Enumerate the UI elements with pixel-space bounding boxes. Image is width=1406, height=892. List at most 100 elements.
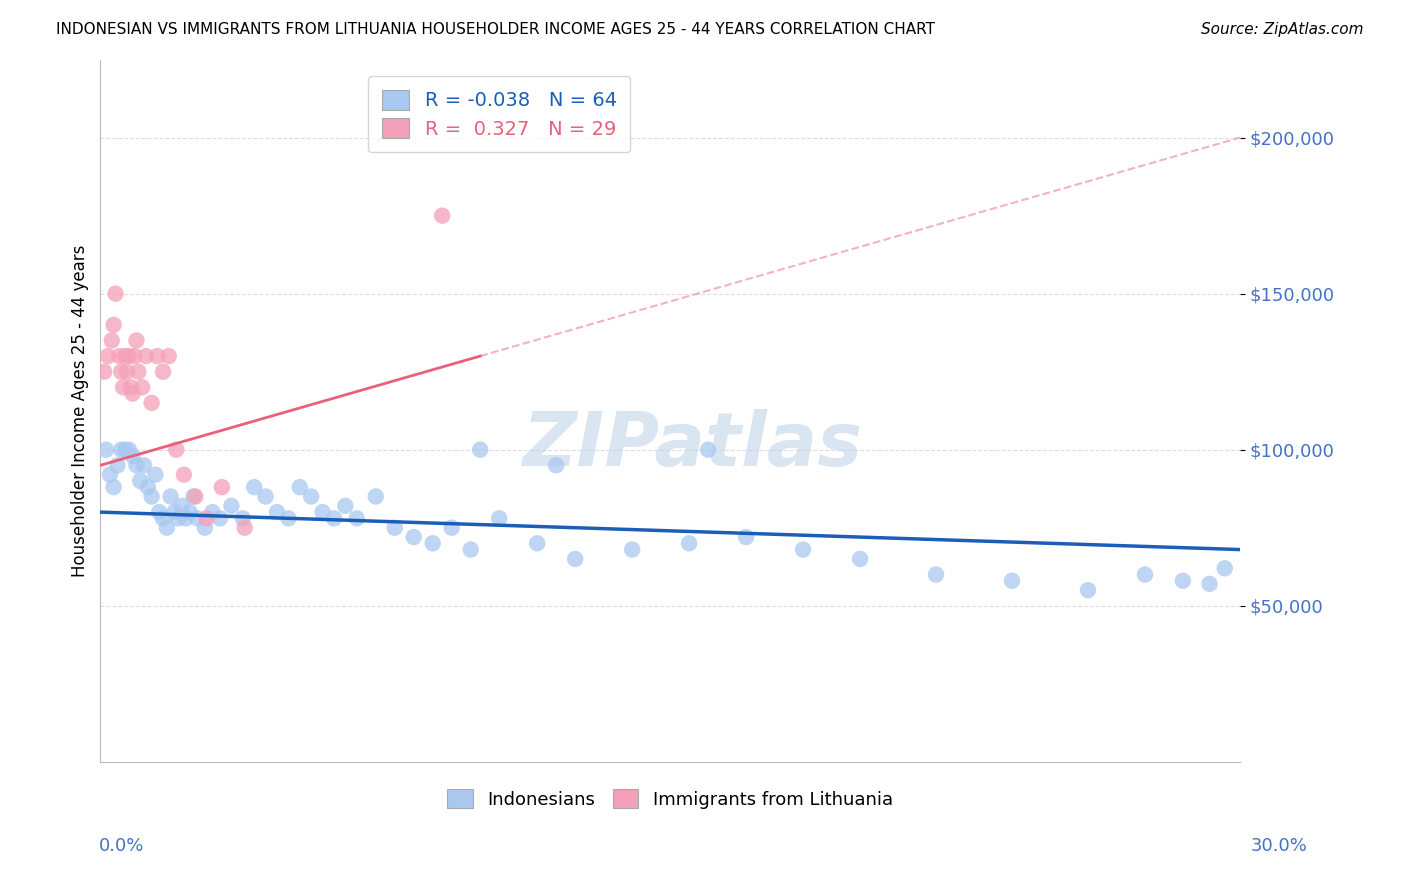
Point	[129, 474, 152, 488]
Point	[243, 480, 266, 494]
Point	[849, 552, 872, 566]
Point	[179, 505, 201, 519]
Text: Source: ZipAtlas.com: Source: ZipAtlas.com	[1201, 22, 1364, 37]
Point	[195, 511, 218, 525]
Point	[103, 318, 125, 332]
Point	[184, 490, 207, 504]
Point	[93, 365, 115, 379]
Point	[311, 505, 333, 519]
Point	[488, 511, 510, 525]
Point	[1198, 577, 1220, 591]
Point	[94, 442, 117, 457]
Point	[925, 567, 948, 582]
Point	[299, 490, 322, 504]
Point	[103, 480, 125, 494]
Point	[156, 521, 179, 535]
Point	[186, 511, 208, 525]
Point	[167, 511, 190, 525]
Point	[174, 511, 197, 525]
Point	[114, 349, 136, 363]
Point	[125, 334, 148, 348]
Point	[112, 380, 135, 394]
Point	[145, 467, 167, 482]
Point	[183, 490, 205, 504]
Point	[127, 365, 149, 379]
Point	[163, 505, 186, 519]
Y-axis label: Householder Income Ages 25 - 44 years: Householder Income Ages 25 - 44 years	[72, 244, 89, 577]
Point	[121, 449, 143, 463]
Point	[470, 442, 492, 457]
Point	[125, 458, 148, 473]
Point	[697, 442, 720, 457]
Point	[152, 365, 174, 379]
Point	[1077, 583, 1099, 598]
Point	[233, 521, 256, 535]
Point	[141, 396, 163, 410]
Point	[170, 499, 193, 513]
Point	[678, 536, 700, 550]
Point	[335, 499, 357, 513]
Point	[132, 458, 155, 473]
Point	[97, 349, 120, 363]
Point	[323, 511, 346, 525]
Text: 0.0%: 0.0%	[98, 837, 143, 855]
Point	[211, 480, 233, 494]
Point	[384, 521, 406, 535]
Legend: Indonesians, Immigrants from Lithuania: Indonesians, Immigrants from Lithuania	[440, 782, 900, 816]
Point	[266, 505, 288, 519]
Point	[254, 490, 277, 504]
Point	[208, 511, 231, 525]
Text: ZIPatlas: ZIPatlas	[523, 409, 863, 483]
Point	[135, 349, 157, 363]
Point	[402, 530, 425, 544]
Point	[118, 349, 141, 363]
Point	[735, 530, 758, 544]
Point	[159, 490, 181, 504]
Point	[148, 505, 170, 519]
Point	[146, 349, 169, 363]
Point	[118, 442, 141, 457]
Point	[98, 467, 121, 482]
Point	[526, 536, 548, 550]
Point	[107, 458, 129, 473]
Point	[346, 511, 368, 525]
Point	[152, 511, 174, 525]
Point	[194, 521, 217, 535]
Point	[792, 542, 814, 557]
Point	[104, 286, 127, 301]
Point	[564, 552, 586, 566]
Point	[432, 209, 454, 223]
Point	[221, 499, 243, 513]
Point	[460, 542, 482, 557]
Point	[110, 365, 132, 379]
Point	[277, 511, 299, 525]
Point	[201, 505, 224, 519]
Point	[124, 349, 146, 363]
Point	[131, 380, 153, 394]
Point	[110, 442, 132, 457]
Point	[165, 442, 187, 457]
Point	[157, 349, 180, 363]
Point	[120, 380, 142, 394]
Point	[546, 458, 568, 473]
Point	[141, 490, 163, 504]
Point	[232, 511, 254, 525]
Point	[1133, 567, 1156, 582]
Point	[621, 542, 644, 557]
Point	[422, 536, 444, 550]
Point	[440, 521, 463, 535]
Point	[173, 467, 195, 482]
Point	[288, 480, 311, 494]
Point	[115, 365, 138, 379]
Point	[1213, 561, 1236, 575]
Point	[364, 490, 387, 504]
Point	[108, 349, 131, 363]
Point	[1171, 574, 1194, 588]
Point	[100, 334, 122, 348]
Point	[114, 442, 136, 457]
Text: INDONESIAN VS IMMIGRANTS FROM LITHUANIA HOUSEHOLDER INCOME AGES 25 - 44 YEARS CO: INDONESIAN VS IMMIGRANTS FROM LITHUANIA …	[56, 22, 935, 37]
Text: 30.0%: 30.0%	[1251, 837, 1308, 855]
Point	[1001, 574, 1024, 588]
Point	[136, 480, 159, 494]
Point	[121, 386, 143, 401]
